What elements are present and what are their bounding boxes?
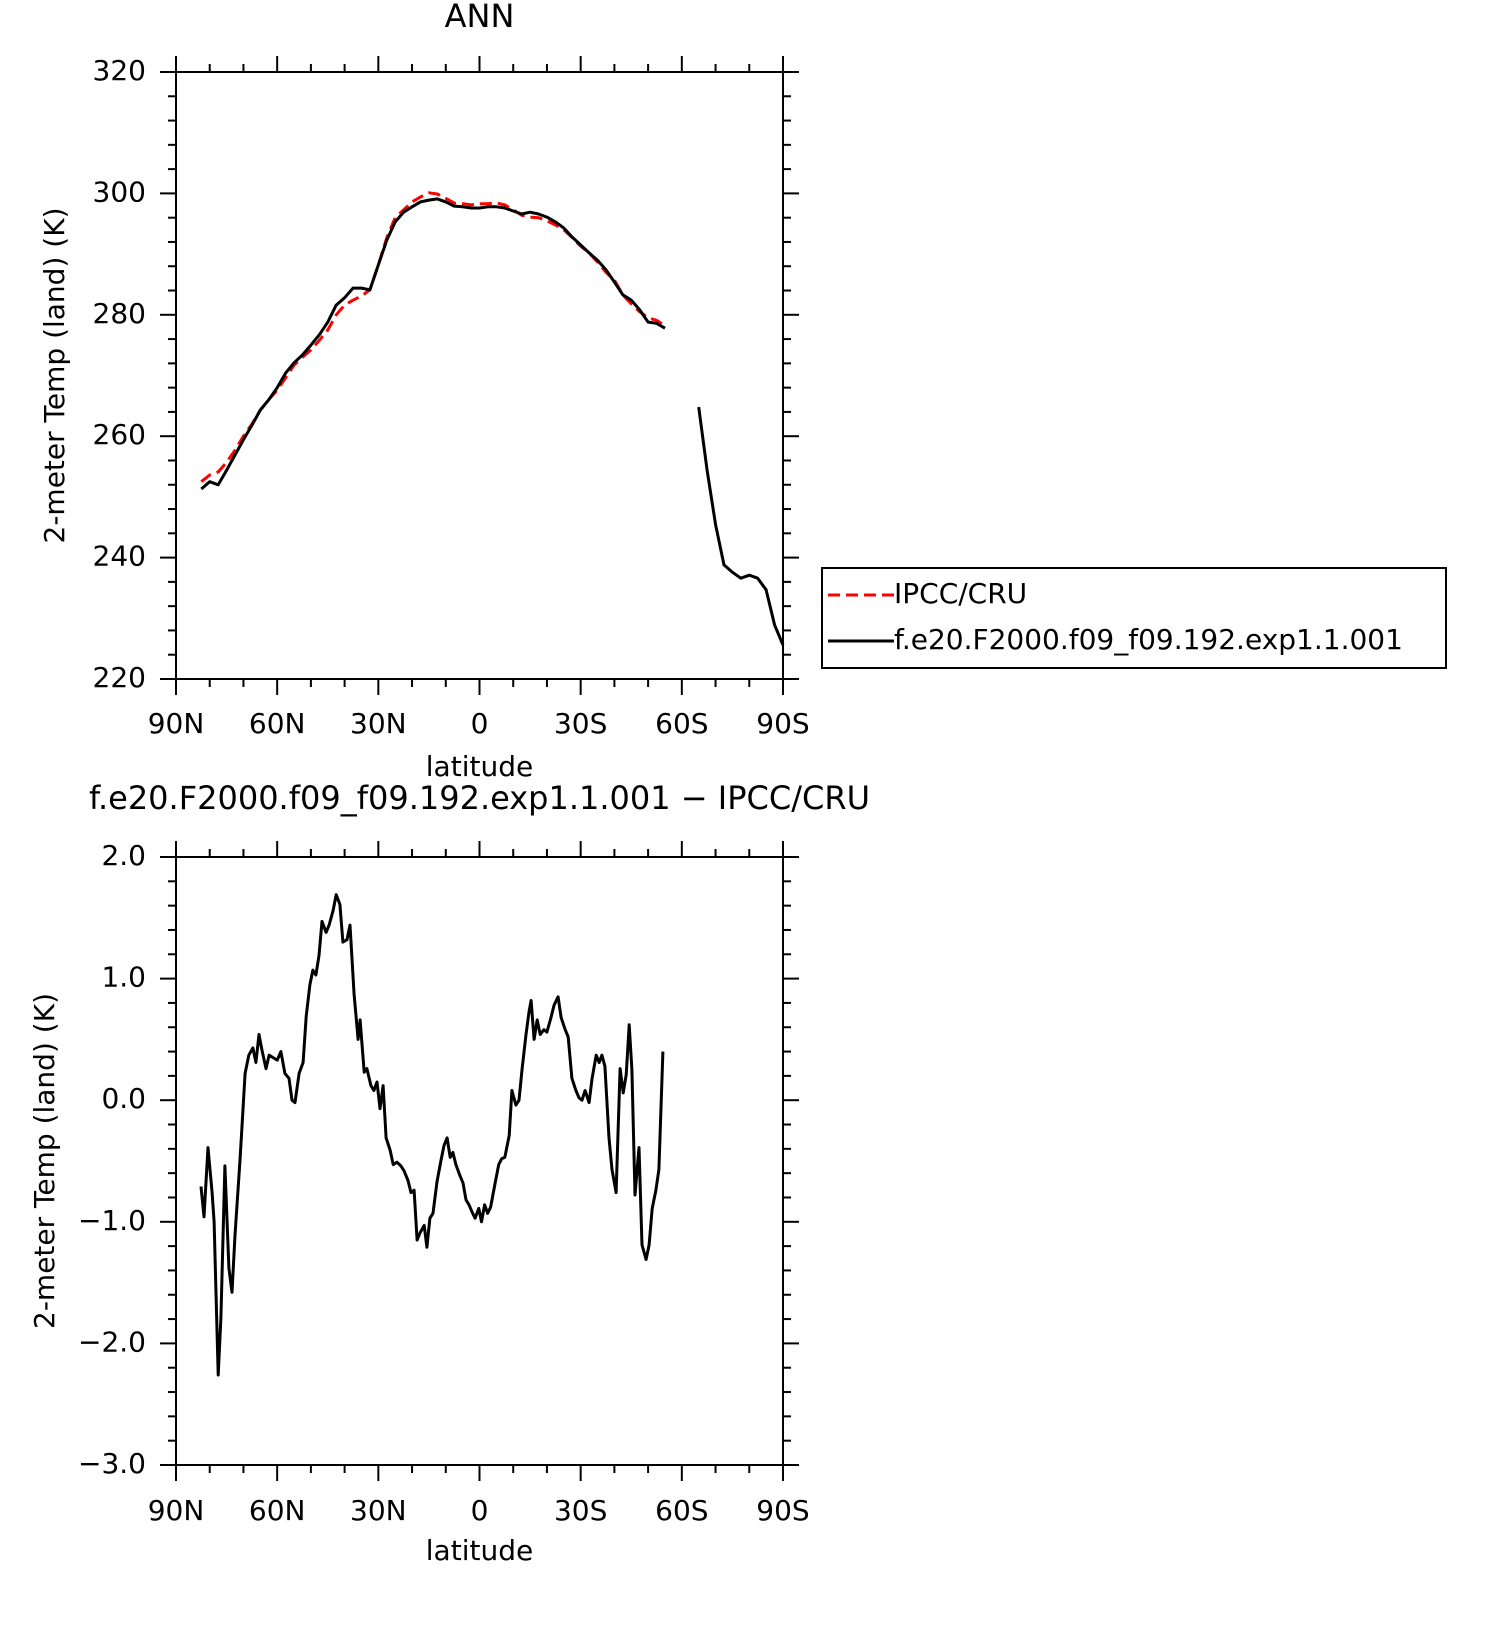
data-line [200,197,785,646]
x-tick-label: 60S [655,1494,708,1527]
x-axis-title: latitude [426,1534,533,1567]
x-tick-label: 60N [249,707,306,740]
plot-frame [175,71,784,680]
y-tick-label: 0.0 [101,1082,146,1115]
x-tick-label: 30N [350,707,407,740]
legend-label: IPCC/CRU [894,577,1027,610]
y-tick-label: 1.0 [101,961,146,994]
x-axis-title: latitude [426,750,533,783]
y-tick-label: 240 [93,540,146,573]
chart-title: ANN [445,0,515,35]
y-axis-title: 2-meter Temp (land) (K) [28,993,61,1329]
legend-label: f.e20.F2000.f09_f09.192.exp1.1.001 [894,623,1403,656]
y-tick-label: 220 [93,661,146,694]
y-tick-label: 300 [93,175,146,208]
x-tick-label: 30S [554,707,607,740]
y-tick-label: 280 [93,297,146,330]
data-line [199,893,665,1377]
x-tick-label: 90N [148,1494,205,1527]
x-tick-label: 30N [350,1494,407,1527]
x-tick-label: 30S [554,1494,607,1527]
chart-title: f.e20.F2000.f09_f09.192.exp1.1.001 − IPC… [89,779,870,817]
x-tick-label: 90S [756,707,809,740]
x-tick-label: 0 [471,707,489,740]
x-tick-label: 60S [655,707,708,740]
y-tick-label: −1.0 [78,1204,146,1237]
y-tick-label: 320 [93,54,146,87]
x-tick-label: 90N [148,707,205,740]
x-tick-label: 0 [471,1494,489,1527]
plot-frame [175,856,784,1466]
legend-box [821,567,1447,669]
y-tick-label: 2.0 [101,839,146,872]
y-tick-label: −2.0 [78,1325,146,1358]
y-tick-label: −3.0 [78,1447,146,1480]
y-axis-title: 2-meter Temp (land) (K) [38,208,71,544]
data-line [200,191,666,483]
x-tick-label: 60N [249,1494,306,1527]
x-tick-label: 90S [756,1494,809,1527]
y-tick-label: 260 [93,418,146,451]
